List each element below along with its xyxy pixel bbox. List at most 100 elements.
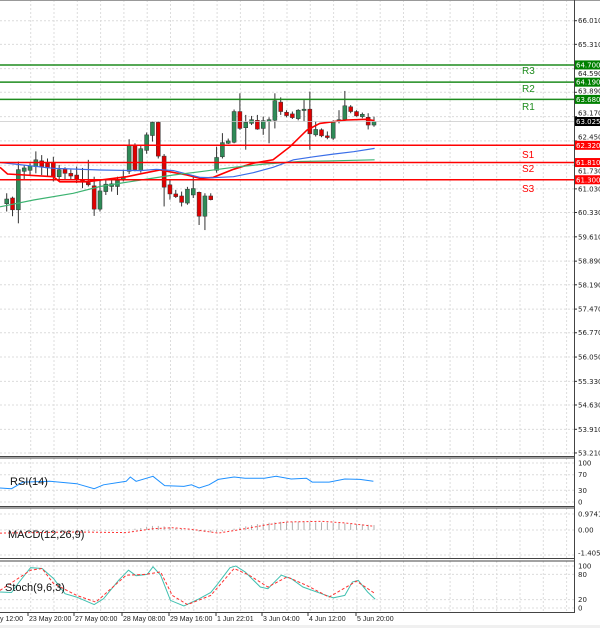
time-axis[interactable]: y 12:00 23 May 20:00 27 May 00:00 28 May 08… — [0, 612, 394, 623]
candle-bullish — [243, 122, 248, 129]
price-panel[interactable]: R3 R2 R1 S1 S2 S3 — [0, 64, 574, 231]
macd-tick-label: 0.00 — [578, 527, 594, 535]
price-tick-label: 63.170 — [578, 110, 600, 118]
candle-bearish — [278, 101, 283, 112]
rsi-tick-label: 30 — [578, 487, 587, 495]
candle-bearish — [156, 122, 161, 157]
candle-bullish — [260, 120, 266, 129]
candle-bullish — [191, 188, 196, 196]
candle-bullish — [301, 108, 307, 111]
grid — [0, 0, 574, 612]
price-tick-label: 57.470 — [578, 306, 600, 314]
candle-bullish — [220, 142, 225, 158]
candle-bullish — [295, 109, 301, 119]
time-tick-label: 23 May 20:00 — [29, 616, 72, 623]
candle-bullish — [272, 100, 278, 121]
candle-bullish — [16, 169, 21, 211]
level-name-s1: S1 — [522, 150, 535, 161]
stoch-main-line — [0, 565, 376, 607]
moving-average-line — [0, 147, 375, 179]
candle-bullish — [144, 134, 149, 151]
status-strip — [0, 625, 600, 628]
rsi-tick-label: 70 — [578, 471, 587, 479]
time-tick-label: 4 Jun 12:00 — [309, 616, 346, 623]
rsi-tick-label: 100 — [578, 460, 591, 468]
level-name-s3: S3 — [522, 184, 535, 195]
price-tick-label: 64.590 — [578, 70, 600, 78]
level-price-tag — [575, 140, 600, 150]
candle-bullish — [214, 157, 219, 171]
price-tick-label: 59.610 — [578, 233, 600, 241]
candle-bullish — [342, 105, 348, 120]
price-tick-label: 55.330 — [578, 378, 600, 386]
candle-bearish — [319, 129, 324, 137]
time-tick-label: 29 May 16:00 — [170, 616, 213, 623]
level-price-tag — [575, 158, 600, 168]
candle-bullish — [97, 190, 103, 210]
time-tick-label: 28 May 08:00 — [123, 616, 166, 623]
stoch-label: Stoch(9,6,3) — [5, 582, 65, 594]
macd-tick-label: 0.9741 — [578, 511, 600, 519]
price-tick-label: 53.910 — [578, 426, 600, 434]
candle-bullish — [126, 145, 132, 172]
candle-bullish — [21, 167, 27, 172]
stoch-tick-label: 20 — [578, 596, 587, 604]
price-tick-label: 63.890 — [578, 88, 600, 96]
candle-bearish — [237, 111, 243, 129]
price-tick-label: 65.310 — [578, 41, 600, 49]
price-axis[interactable]: 66.010 65.310 64.590 63.890 63.170 62.450 61.7… — [574, 17, 600, 613]
candle-bearish — [179, 195, 184, 203]
stoch-tick-label: 100 — [578, 563, 591, 571]
level-price-label: 61.810 — [576, 159, 600, 167]
rsi-line — [0, 475, 374, 490]
candle-bearish — [196, 192, 202, 217]
level-price-tag — [575, 60, 600, 70]
macd-label: MACD(12,26,9) — [8, 529, 84, 541]
candle-bearish — [208, 195, 213, 200]
candle-bullish — [313, 129, 318, 136]
rsi-tick-label: 0 — [578, 499, 582, 507]
candle-bullish — [360, 113, 365, 117]
stoch-tick-label: 0 — [578, 605, 582, 613]
price-tick-label: 53.210 — [578, 450, 600, 458]
stoch-tick-label: 80 — [578, 571, 587, 579]
price-tick-label: 54.630 — [578, 402, 600, 410]
candle-bullish — [266, 119, 272, 122]
price-tick-label: 66.010 — [578, 17, 600, 25]
rsi-label: RSI(14) — [10, 476, 48, 488]
price-tick-label: 58.190 — [578, 281, 600, 289]
candle-bearish — [132, 145, 138, 170]
level-price-tag — [575, 175, 600, 185]
candle-bullish — [138, 148, 144, 171]
macd-panel[interactable] — [0, 520, 375, 534]
level-price-tag — [575, 94, 600, 104]
candle-bearish — [91, 185, 97, 210]
price-tick-label: 61.030 — [578, 185, 600, 193]
rsi-panel[interactable] — [0, 475, 374, 490]
candle-bearish — [325, 135, 330, 138]
time-tick-label: 27 May 00:00 — [75, 616, 118, 623]
candle-bearish — [255, 120, 260, 130]
price-tick-label: 61.730 — [578, 167, 600, 175]
level-name-s2: S2 — [522, 164, 535, 175]
current-price-label: 63.025 — [576, 118, 600, 126]
level-price-tag — [575, 77, 600, 87]
stoch-signal-line — [0, 567, 376, 606]
candle-bullish — [371, 121, 377, 126]
candle-bullish — [231, 111, 237, 143]
time-tick-label: 3 Jun 04:00 — [263, 616, 300, 623]
time-tick-label: y 12:00 — [0, 616, 23, 623]
candle-bearish — [68, 173, 74, 177]
time-tick-label: 1 Jun 22:01 — [217, 616, 254, 623]
price-tick-label: 58.890 — [578, 258, 600, 266]
stoch-panel[interactable] — [0, 565, 376, 607]
price-tick-label: 56.050 — [578, 354, 600, 362]
level-name-r2: R2 — [522, 84, 535, 95]
candle-bullish — [4, 198, 9, 204]
candle-bearish — [348, 106, 353, 112]
candle-bullish — [56, 169, 62, 177]
candle-bullish — [150, 122, 155, 136]
candle-bearish — [51, 161, 56, 177]
candle-bullish — [330, 121, 336, 139]
